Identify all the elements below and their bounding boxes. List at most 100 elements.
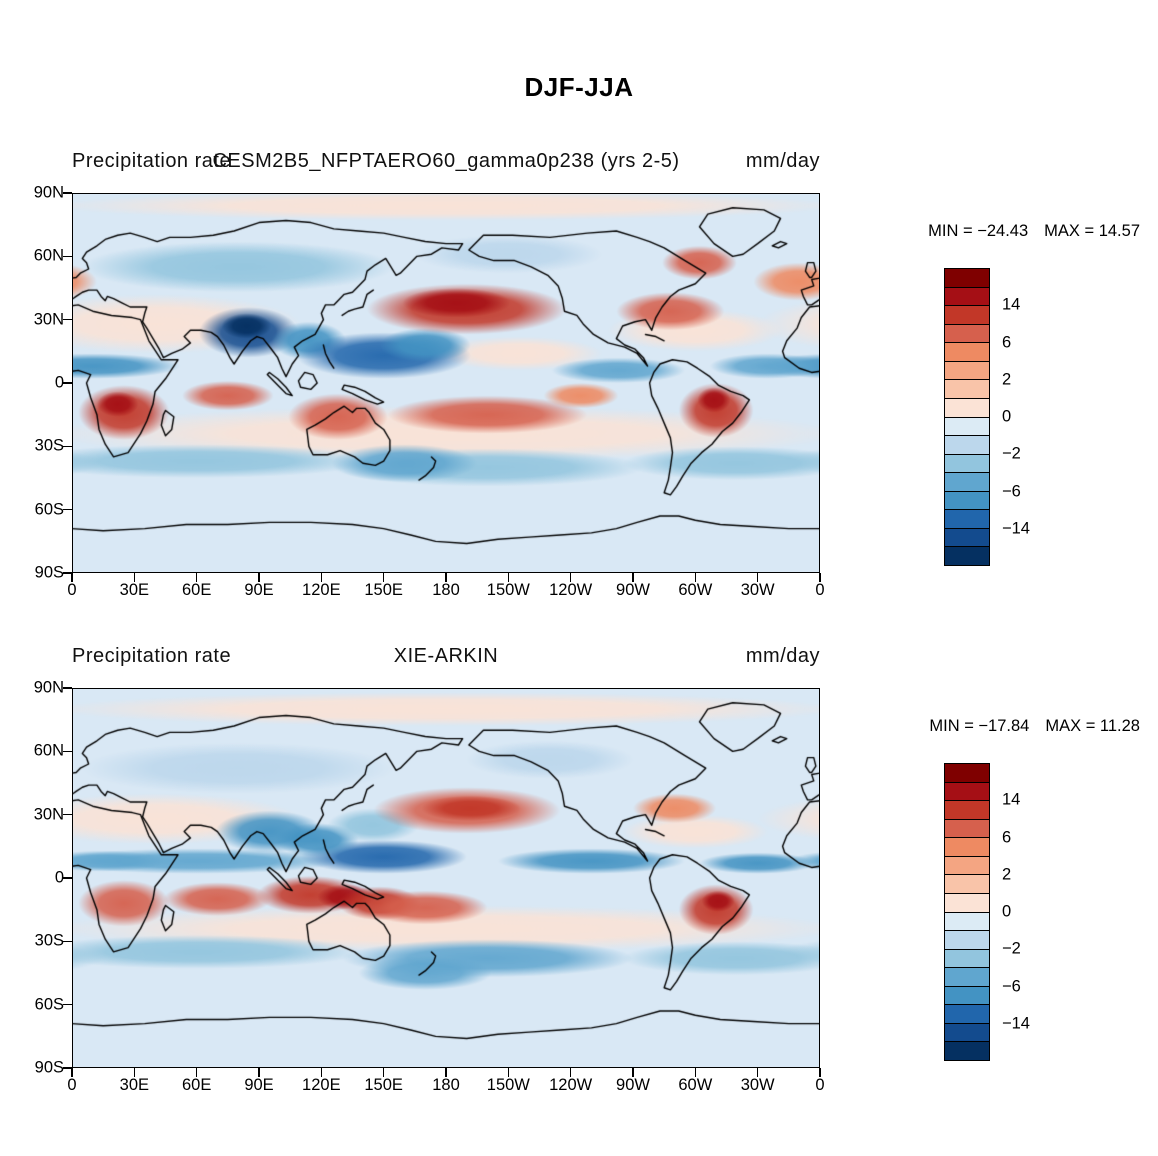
colorbar-labels: 14 6 2 0 −2 −6 −14 bbox=[1002, 268, 1072, 566]
y-tick-mark bbox=[63, 750, 72, 753]
x-tick-label: 120E bbox=[302, 581, 341, 599]
x-tick-mark bbox=[632, 573, 634, 582]
colorbar-segment bbox=[945, 1022, 989, 1042]
x-tick-label: 120E bbox=[302, 1076, 341, 1094]
y-tick-label: 90N bbox=[33, 678, 64, 697]
y-tick-label: 0 bbox=[54, 868, 64, 887]
colorbar-tick-label: −2 bbox=[1002, 444, 1021, 463]
y-tick-label: 30N bbox=[33, 805, 64, 824]
x-tick-mark bbox=[258, 1068, 260, 1077]
colorbar-segment bbox=[945, 286, 989, 306]
minmax-stats: MIN = −17.84 MAX = 11.28 bbox=[838, 717, 1140, 736]
x-tick-label: 180 bbox=[432, 581, 460, 599]
x-tick-mark bbox=[382, 573, 385, 582]
x-tick-mark bbox=[320, 1068, 323, 1077]
y-tick-label: 30N bbox=[33, 310, 64, 329]
colorbar-segment bbox=[945, 764, 989, 782]
y-tick-mark bbox=[63, 877, 72, 879]
x-tick-label: 150E bbox=[364, 1076, 403, 1094]
panel-model: Precipitation rate CESM2B5_NFPTAERO60_ga… bbox=[0, 140, 1158, 635]
y-tick-label: 90S bbox=[34, 563, 64, 582]
panel-units-label: mm/day bbox=[745, 150, 820, 172]
colorbar-segment bbox=[945, 781, 989, 801]
y-tick-label: 60S bbox=[34, 500, 64, 519]
colorbar-tick-label: −6 bbox=[1002, 977, 1021, 995]
panel-units-label: mm/day bbox=[745, 645, 820, 667]
x-tick-label: 120W bbox=[549, 581, 593, 599]
x-tick-label: 90W bbox=[616, 1076, 650, 1094]
x-tick-label: 90E bbox=[244, 1076, 274, 1094]
y-tick-mark bbox=[63, 940, 72, 943]
x-tick-label: 90W bbox=[616, 581, 650, 599]
x-tick-label: 30E bbox=[119, 581, 150, 599]
colorbar-segment bbox=[945, 930, 989, 949]
minmax-stats: MIN = −24.43 MAX = 14.57 bbox=[838, 222, 1140, 241]
x-tick-label: 90E bbox=[244, 581, 274, 599]
min-value: MIN = −24.43 bbox=[928, 222, 1029, 240]
colorbar-segment bbox=[945, 379, 989, 398]
map-area bbox=[63, 192, 821, 582]
x-axis-labels: 0 30E 60E 90E 120E 150E 180 150W 120W 90W 60W 30W 0 bbox=[67, 1076, 824, 1098]
x-tick-mark bbox=[195, 573, 198, 582]
x-tick-label: 0 bbox=[67, 1076, 77, 1094]
colorbar-segment bbox=[945, 985, 989, 1005]
colorbar-segment bbox=[945, 490, 989, 510]
colorbar-segment bbox=[945, 342, 989, 361]
x-tick-label: 60W bbox=[678, 581, 713, 599]
y-tick-label: 90S bbox=[34, 1058, 64, 1077]
x-tick-mark bbox=[445, 573, 447, 582]
y-tick-mark bbox=[63, 687, 72, 689]
colorbar-segment bbox=[945, 948, 989, 968]
x-tick-mark bbox=[694, 1068, 697, 1077]
y-tick-mark bbox=[63, 1067, 72, 1069]
y-tick-mark bbox=[63, 255, 72, 258]
x-tick-label: 30W bbox=[740, 581, 775, 599]
colorbar-segment bbox=[945, 855, 989, 875]
y-axis-labels: 90N 60N 30N 0 30S 60S 90S bbox=[4, 184, 64, 582]
x-tick-label: 30W bbox=[740, 1076, 775, 1094]
colorbar-segment bbox=[945, 472, 989, 491]
x-tick-mark bbox=[133, 573, 136, 582]
y-tick-mark bbox=[63, 508, 72, 511]
x-tick-label: 150E bbox=[364, 581, 403, 599]
panel-variable-label: Precipitation rate bbox=[72, 645, 232, 667]
x-tick-mark bbox=[445, 1068, 447, 1077]
colorbar-tick-label: 0 bbox=[1002, 407, 1012, 426]
y-tick-label: 60N bbox=[33, 246, 64, 265]
y-tick-mark bbox=[63, 1003, 72, 1006]
colorbar-segment bbox=[945, 305, 989, 324]
colorbar-segment bbox=[945, 527, 989, 547]
x-tick-label: 0 bbox=[815, 1076, 825, 1094]
colorbar-tick-label: 14 bbox=[1002, 790, 1021, 809]
colorbar-segment bbox=[945, 800, 989, 819]
x-tick-mark bbox=[819, 1068, 821, 1077]
y-tick-mark bbox=[63, 192, 72, 194]
colorbar-segment bbox=[945, 874, 989, 893]
x-tick-mark bbox=[694, 573, 697, 582]
x-tick-mark bbox=[71, 1068, 73, 1077]
precipitation-map-canvas bbox=[72, 688, 820, 1068]
colorbar-tick-label: −14 bbox=[1002, 519, 1030, 538]
colorbar-tick-label: 14 bbox=[1002, 295, 1021, 314]
colorbar-segment bbox=[945, 837, 989, 856]
colorbar-tick-label: −6 bbox=[1002, 482, 1021, 500]
panel-dataset-label: CESM2B5_NFPTAERO60_gamma0p238 (yrs 2-5) bbox=[212, 150, 680, 172]
colorbar-segment bbox=[945, 397, 989, 417]
x-tick-label: 60E bbox=[181, 1076, 212, 1094]
figure-title: DJF-JJA bbox=[524, 72, 634, 102]
x-tick-mark bbox=[507, 1068, 510, 1077]
colorbar bbox=[944, 268, 990, 566]
x-tick-label: 150W bbox=[486, 581, 530, 599]
y-tick-label: 30S bbox=[34, 931, 64, 950]
panel-dataset-label: XIE-ARKIN bbox=[393, 645, 499, 667]
x-tick-label: 180 bbox=[432, 1076, 460, 1094]
colorbar-tick-label: −2 bbox=[1002, 939, 1021, 958]
x-tick-mark bbox=[320, 573, 323, 582]
x-tick-label: 60E bbox=[181, 581, 212, 599]
x-tick-label: 150W bbox=[486, 1076, 530, 1094]
y-tick-mark bbox=[63, 382, 72, 384]
x-tick-mark bbox=[507, 573, 510, 582]
x-tick-label: 30E bbox=[119, 1076, 150, 1094]
x-tick-label: 0 bbox=[815, 581, 825, 599]
